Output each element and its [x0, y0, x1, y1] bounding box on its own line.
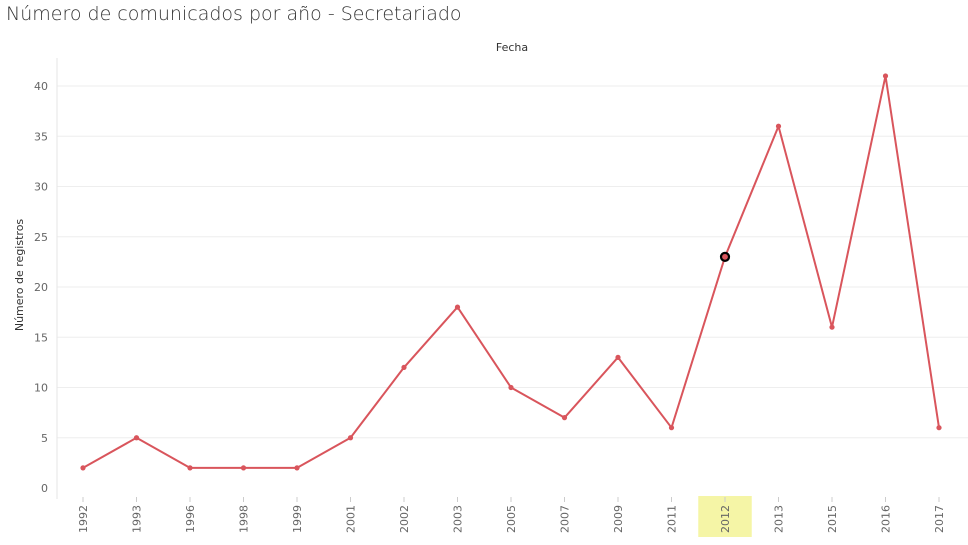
x-tick-label-1993: 1993: [131, 505, 144, 533]
series-line: [82, 74, 940, 469]
column-header-label: Fecha: [496, 41, 528, 54]
x-tick-label-2011: 2011: [666, 505, 679, 533]
data-point-2007[interactable]: [561, 415, 568, 421]
data-point-2016[interactable]: [882, 73, 889, 79]
data-point-2009[interactable]: [615, 354, 621, 360]
data-point-2005[interactable]: [508, 384, 514, 391]
data-point-2001[interactable]: [347, 435, 354, 441]
x-tick-label-2016: 2016: [880, 505, 893, 533]
data-point-1999[interactable]: [294, 465, 300, 471]
x-tick-label-2012: 2012: [719, 505, 732, 533]
data-point-1996[interactable]: [187, 465, 193, 471]
x-tick-label-2007: 2007: [559, 505, 572, 533]
y-tick-label-40: 40: [34, 80, 48, 93]
x-tick-label-2003: 2003: [452, 505, 465, 533]
x-tick-label-1998: 1998: [238, 505, 251, 533]
data-point-2015[interactable]: [829, 324, 835, 330]
data-point-1998[interactable]: [240, 465, 247, 471]
data-point-2012[interactable]: [719, 251, 731, 262]
data-point-2017[interactable]: [936, 425, 942, 431]
y-tick-label-25: 25: [34, 231, 48, 244]
x-tick-label-1992: 1992: [77, 505, 90, 533]
x-tick-label-2002: 2002: [398, 505, 411, 533]
series-layer: [80, 73, 942, 471]
x-tick-label-2013: 2013: [773, 505, 786, 533]
data-point-2002[interactable]: [401, 364, 407, 370]
x-tick-label-2017: 2017: [933, 505, 946, 533]
x-axis-ticks: 1992 1993 1996 1998 1999 2001 2002 2003 2005 2007…: [77, 497, 946, 533]
data-point-2011[interactable]: [668, 425, 675, 431]
gridlines: [57, 85, 968, 439]
x-tick-label-2009: 2009: [612, 505, 625, 533]
x-tick-label-2015: 2015: [826, 505, 839, 533]
x-tick-label-2005: 2005: [505, 505, 518, 533]
x-tick-label-2001: 2001: [345, 505, 358, 533]
y-axis-ticks: 0 5 10 15 20 25 30 35 40: [34, 80, 48, 495]
y-tick-label-15: 15: [34, 331, 48, 344]
y-tick-label-20: 20: [34, 281, 48, 294]
page-title: Número de comunicados por año - Secretar…: [6, 3, 462, 25]
y-tick-label-35: 35: [34, 130, 48, 143]
x-tick-label-1999: 1999: [291, 505, 304, 533]
x-tick-label-1996: 1996: [184, 505, 197, 533]
highlight-band-layer: [698, 496, 752, 537]
data-point-2003[interactable]: [454, 304, 461, 310]
y-tick-label-10: 10: [34, 382, 48, 395]
y-tick-label-0: 0: [41, 482, 48, 495]
data-point-2013[interactable]: [775, 123, 782, 129]
y-tick-label-5: 5: [41, 432, 48, 445]
data-point-1992[interactable]: [80, 465, 86, 471]
data-point-1993[interactable]: [133, 435, 140, 441]
highlight-band-2012: [698, 496, 752, 537]
y-tick-label-30: 30: [34, 181, 48, 194]
y-axis-label: Número de registros: [13, 219, 26, 332]
